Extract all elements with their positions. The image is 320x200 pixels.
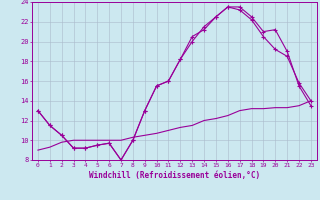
- X-axis label: Windchill (Refroidissement éolien,°C): Windchill (Refroidissement éolien,°C): [89, 171, 260, 180]
